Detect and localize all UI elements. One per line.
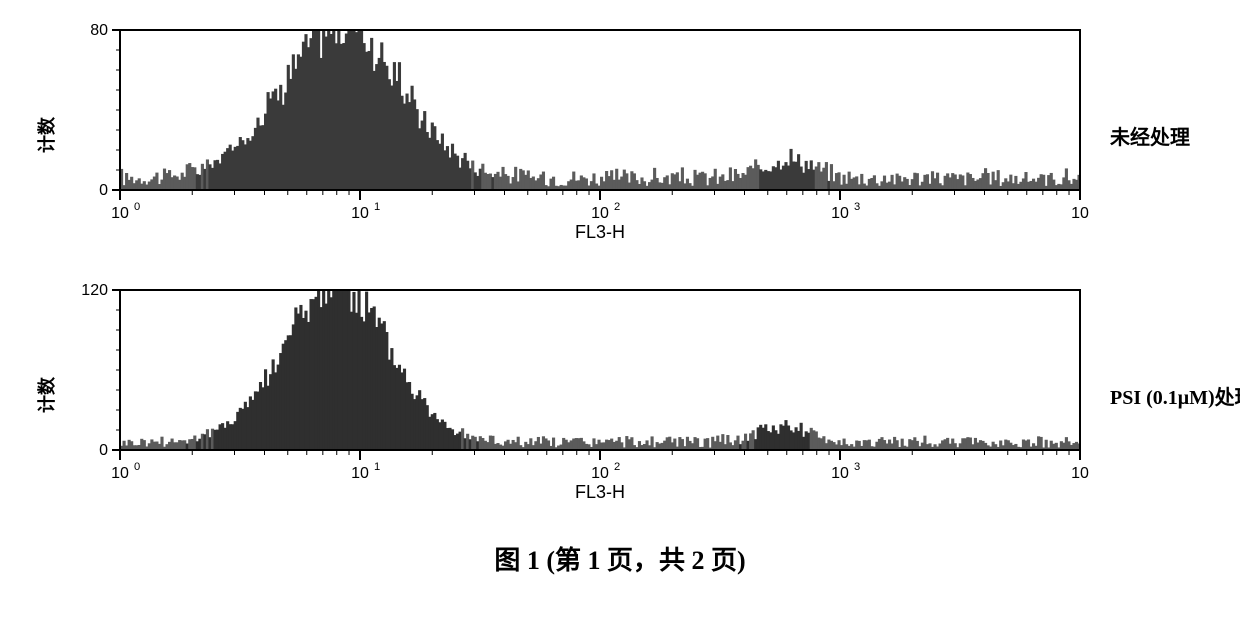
panel-row-2: 计数 0120100101102103104FL3-H PSI (0.1μM)处… xyxy=(70,280,1240,510)
svg-text:80: 80 xyxy=(90,22,108,39)
y-axis-label: 计数 xyxy=(33,377,59,413)
svg-text:10: 10 xyxy=(111,465,129,482)
svg-text:10: 10 xyxy=(831,465,849,482)
svg-text:2: 2 xyxy=(614,201,620,213)
histogram-svg-2: 0120100101102103104FL3-H xyxy=(70,280,1090,505)
panel-row-1: 计数 080100101102103104FL3-H 未经处理 xyxy=(70,20,1240,250)
svg-text:0: 0 xyxy=(134,461,140,473)
svg-text:10: 10 xyxy=(1071,465,1089,482)
histogram-svg-1: 080100101102103104FL3-H xyxy=(70,20,1090,245)
svg-text:10: 10 xyxy=(591,205,609,222)
svg-text:0: 0 xyxy=(99,182,108,199)
histogram-panel-2: 计数 0120100101102103104FL3-H xyxy=(70,280,1090,510)
svg-text:3: 3 xyxy=(854,461,860,473)
svg-text:1: 1 xyxy=(374,201,380,213)
svg-text:FL3-H: FL3-H xyxy=(575,222,625,242)
svg-text:2: 2 xyxy=(614,461,620,473)
svg-text:120: 120 xyxy=(81,282,108,299)
svg-text:10: 10 xyxy=(351,465,369,482)
svg-text:10: 10 xyxy=(351,205,369,222)
treatment-label-2: PSI (0.1μM)处理 xyxy=(1110,381,1240,410)
svg-text:10: 10 xyxy=(111,205,129,222)
treatment-label-1: 未经处理 xyxy=(1110,121,1190,150)
svg-text:10: 10 xyxy=(591,465,609,482)
y-axis-label: 计数 xyxy=(33,117,59,153)
svg-text:3: 3 xyxy=(854,201,860,213)
svg-text:1: 1 xyxy=(374,461,380,473)
figure-page: 计数 080100101102103104FL3-H 未经处理 计数 01201… xyxy=(0,0,1240,642)
histogram-panel-1: 计数 080100101102103104FL3-H xyxy=(70,20,1090,250)
svg-text:0: 0 xyxy=(99,442,108,459)
svg-text:10: 10 xyxy=(831,205,849,222)
figure-caption: 图 1 (第 1 页，共 2 页) xyxy=(0,540,1240,577)
svg-text:FL3-H: FL3-H xyxy=(575,482,625,502)
svg-text:10: 10 xyxy=(1071,205,1089,222)
svg-text:0: 0 xyxy=(134,201,140,213)
